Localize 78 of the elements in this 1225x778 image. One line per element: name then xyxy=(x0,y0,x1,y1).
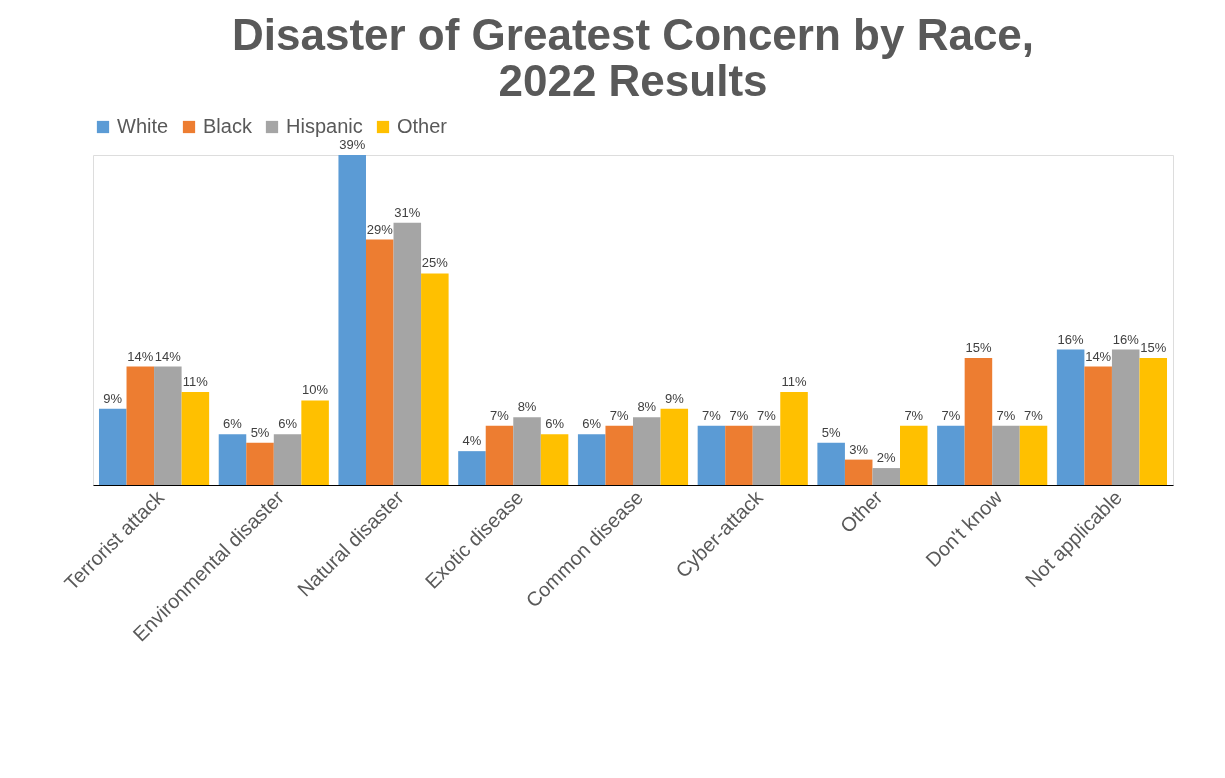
data-label: 16% xyxy=(1112,331,1140,347)
bar xyxy=(937,425,965,485)
data-label: 7% xyxy=(757,407,777,423)
data-label: 14% xyxy=(127,348,154,364)
data-label: 7% xyxy=(609,407,630,423)
bar xyxy=(633,417,661,485)
bar xyxy=(540,434,569,485)
bar xyxy=(154,366,182,485)
bar xyxy=(780,391,808,485)
bar xyxy=(126,366,155,485)
bar xyxy=(181,391,210,485)
data-label: 6% xyxy=(223,416,243,432)
data-label: 7% xyxy=(1024,407,1044,423)
bar xyxy=(301,400,329,485)
data-label: 6% xyxy=(278,416,298,432)
data-label: 4% xyxy=(462,433,482,449)
bar xyxy=(513,417,541,485)
bar xyxy=(844,459,873,485)
bar xyxy=(365,239,394,485)
bar xyxy=(1111,349,1140,485)
data-label: 14% xyxy=(154,348,182,364)
bar xyxy=(900,425,928,485)
bar xyxy=(218,434,247,485)
data-label: 16% xyxy=(1057,331,1085,347)
data-label: 11% xyxy=(781,373,808,389)
legend-label: White xyxy=(117,115,169,137)
bar xyxy=(964,358,993,485)
data-label: 31% xyxy=(394,204,421,220)
data-label: 7% xyxy=(941,407,961,423)
bar xyxy=(872,468,901,485)
bar xyxy=(338,155,366,485)
data-label: 2% xyxy=(876,450,897,466)
bar xyxy=(660,408,689,485)
data-label: 3% xyxy=(849,441,869,457)
bar xyxy=(1139,358,1168,485)
data-label: 5% xyxy=(250,424,270,440)
data-label: 7% xyxy=(996,407,1016,423)
data-label: 7% xyxy=(490,407,510,423)
data-label: 7% xyxy=(904,407,924,423)
data-label: 11% xyxy=(182,373,209,389)
data-label: 6% xyxy=(582,416,602,432)
bar xyxy=(98,408,127,485)
bar xyxy=(577,434,606,485)
bar xyxy=(273,434,302,485)
text: Disaster of Greatest Concern by Race, xyxy=(231,10,1035,59)
text: 2022 Results xyxy=(498,56,768,105)
bar xyxy=(1019,425,1048,485)
data-label: 5% xyxy=(821,424,841,440)
data-label: 39% xyxy=(339,137,366,152)
data-label: 15% xyxy=(1140,340,1167,356)
bar xyxy=(697,425,726,485)
bar xyxy=(725,425,753,485)
bar xyxy=(605,425,633,485)
bar xyxy=(817,442,845,485)
data-label: 10% xyxy=(302,382,329,398)
data-label: 8% xyxy=(517,399,537,415)
bar xyxy=(458,451,486,485)
legend-label: Hispanic xyxy=(286,115,363,137)
data-label: 15% xyxy=(965,340,992,356)
bar xyxy=(752,425,781,485)
legend-label: Black xyxy=(203,115,253,137)
bar xyxy=(992,425,1020,485)
data-label: 9% xyxy=(664,390,685,406)
bar xyxy=(485,425,514,485)
data-label: 25% xyxy=(421,255,449,271)
data-label: 14% xyxy=(1085,348,1112,364)
data-label: 8% xyxy=(637,399,657,415)
data-label: 9% xyxy=(103,390,123,406)
bar xyxy=(393,222,422,485)
bar xyxy=(1056,349,1085,485)
data-label: 7% xyxy=(702,407,722,423)
bar xyxy=(1084,366,1112,485)
bar xyxy=(246,442,274,485)
data-label: 6% xyxy=(545,416,565,432)
data-label: 29% xyxy=(366,221,394,237)
legend-label: Other xyxy=(397,115,448,137)
data-label: 7% xyxy=(729,407,749,423)
bar xyxy=(421,273,449,485)
